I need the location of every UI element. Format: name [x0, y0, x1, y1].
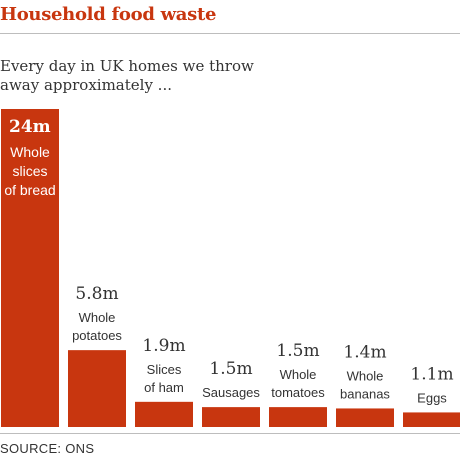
- source-divider: [0, 433, 460, 434]
- category-label-5-0: Whole: [347, 368, 384, 383]
- value-label-0: 24m: [9, 117, 51, 137]
- category-label-0-1: slices: [12, 163, 47, 179]
- value-label-4: 1.5m: [276, 341, 319, 361]
- category-label-3-0: Sausages: [202, 385, 260, 400]
- bar-1: [68, 350, 126, 427]
- value-label-2: 1.9m: [142, 336, 185, 356]
- category-label-1-0: Whole: [79, 310, 116, 325]
- value-label-6: 1.1m: [410, 364, 453, 384]
- bar-6: [403, 412, 460, 427]
- value-label-5: 1.4m: [343, 342, 386, 362]
- category-label-6-0: Eggs: [417, 390, 447, 405]
- chart-subtitle: Every day in UK homes we throw away appr…: [0, 57, 254, 94]
- bar-3: [202, 407, 260, 427]
- category-label-0-2: of bread: [4, 182, 55, 198]
- category-label-2-1: of ham: [144, 380, 184, 395]
- category-label-4-0: Whole: [280, 367, 317, 382]
- chart-title: Household food waste: [0, 4, 217, 25]
- value-label-3: 1.5m: [209, 359, 252, 379]
- category-label-2-0: Slices: [147, 362, 182, 377]
- bar-4: [269, 407, 327, 427]
- bar-2: [135, 401, 193, 427]
- bar-0: [1, 109, 59, 427]
- category-label-5-1: bananas: [340, 386, 390, 401]
- value-label-1: 5.8m: [75, 284, 118, 304]
- category-label-4-1: tomatoes: [271, 385, 325, 400]
- bar-5: [336, 408, 394, 427]
- source-note: SOURCE: ONS: [0, 441, 95, 456]
- title-divider: [0, 33, 460, 34]
- category-label-0-0: Whole: [10, 144, 50, 160]
- category-label-1-1: potatoes: [72, 328, 122, 343]
